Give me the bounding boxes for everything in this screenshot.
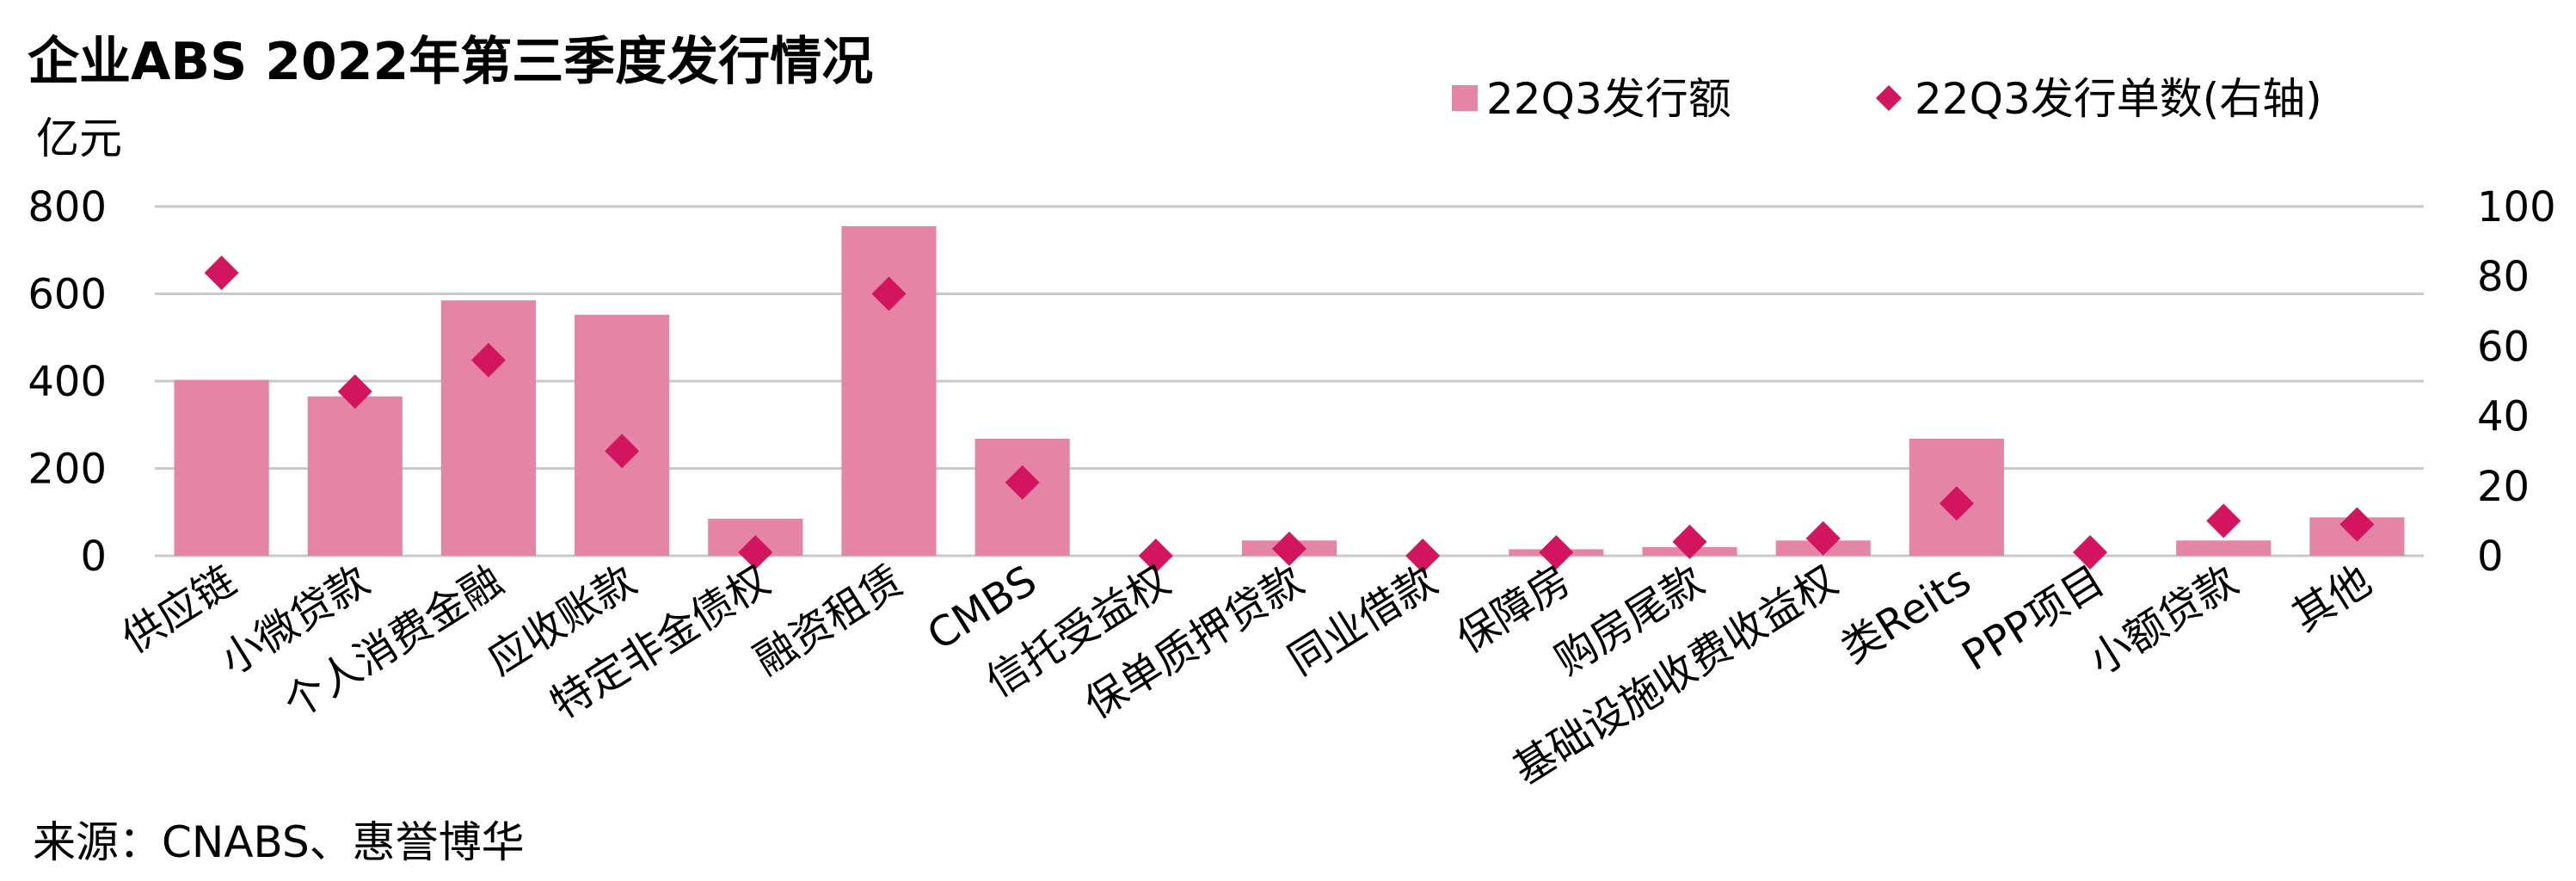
legend: 22Q3发行额 22Q3发行单数(右轴) [1452, 74, 2322, 124]
left-tick-label: 0 [80, 533, 107, 581]
bar [440, 300, 537, 556]
right-tick-label: 60 [2477, 323, 2530, 371]
marker-point [2073, 534, 2108, 570]
bar [307, 396, 403, 556]
marker-point [738, 534, 773, 570]
marker-point [337, 374, 372, 410]
source-note: 来源：CNABS、惠誉博华 [33, 817, 525, 867]
bar [174, 379, 269, 556]
marker-point [1138, 539, 1173, 573]
marker-point [2339, 507, 2375, 542]
marker-series [204, 256, 2375, 573]
left-tick-label: 400 [28, 358, 107, 406]
marker-point [470, 342, 506, 378]
category-label: 其他 [2284, 557, 2380, 641]
left-tick-label: 800 [28, 183, 107, 231]
legend-bar-swatch [1452, 85, 1478, 111]
bar-series [174, 225, 2405, 556]
marker-point [1272, 531, 1306, 566]
category-label: 小额贷款 [2081, 557, 2247, 685]
legend-marker-label: 22Q3发行单数(右轴) [1915, 74, 2322, 124]
right-tick-label: 0 [2477, 533, 2504, 581]
marker-point [871, 276, 907, 311]
left-axis-ticks: 800 600 400 200 0 [28, 183, 107, 581]
category-label: PPP项目 [1954, 557, 2113, 681]
left-axis-unit: 亿元 [36, 114, 122, 163]
chart-title: 企业ABS 2022年第三季度发行情况 [28, 32, 873, 92]
right-axis-ticks: 100 80 60 40 20 0 [2477, 183, 2556, 581]
marker-point [1805, 521, 1841, 556]
marker-point [2206, 503, 2241, 539]
right-tick-label: 100 [2477, 183, 2556, 231]
marker-point [1939, 486, 1974, 521]
left-tick-label: 200 [28, 446, 107, 494]
marker-point [1005, 465, 1040, 500]
marker-point [1672, 524, 1707, 559]
marker-point [1539, 534, 1574, 570]
category-label: 类Reits [1833, 557, 1979, 673]
left-tick-label: 600 [28, 271, 107, 319]
right-tick-label: 20 [2477, 463, 2530, 511]
category-label: 同业借款 [1280, 557, 1446, 685]
category-label: 融资租赁 [746, 557, 912, 685]
marker-point [204, 256, 239, 291]
right-tick-label: 80 [2477, 253, 2530, 301]
right-tick-label: 40 [2477, 393, 2530, 441]
legend-marker-swatch [1876, 85, 1902, 111]
marker-point [1405, 539, 1441, 573]
bar [841, 225, 937, 556]
legend-bar-label: 22Q3发行额 [1486, 74, 1731, 124]
bar [2176, 540, 2272, 556]
marker-point [605, 434, 640, 469]
